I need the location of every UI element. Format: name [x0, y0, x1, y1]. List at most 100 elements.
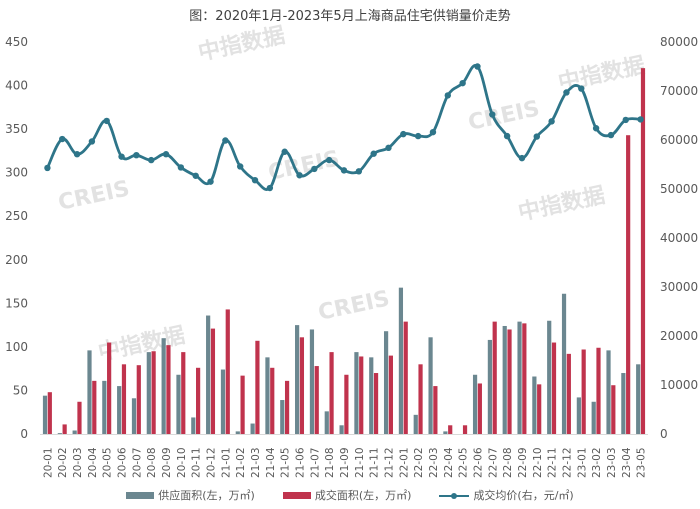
sales-bar[interactable] [507, 329, 512, 434]
supply-bar[interactable] [280, 400, 285, 434]
price-point[interactable] [325, 156, 333, 164]
price-point[interactable] [607, 131, 615, 139]
supply-bar[interactable] [354, 352, 359, 434]
supply-bar[interactable] [547, 320, 552, 434]
price-point[interactable] [414, 132, 422, 140]
price-point[interactable] [222, 137, 229, 144]
sales-bar[interactable] [477, 383, 482, 434]
price-point[interactable] [103, 117, 110, 125]
price-point[interactable] [548, 118, 555, 125]
sales-bar[interactable] [640, 68, 646, 434]
price-point[interactable] [88, 138, 96, 145]
price-point[interactable] [474, 63, 481, 70]
supply-bar[interactable] [636, 364, 641, 434]
sales-bar[interactable] [196, 367, 201, 434]
price-point[interactable] [578, 85, 585, 92]
sales-bar[interactable] [462, 425, 468, 434]
sales-bar[interactable] [344, 374, 349, 434]
sales-bar[interactable] [151, 351, 156, 434]
sales-bar[interactable] [433, 386, 438, 434]
price-point[interactable] [563, 89, 570, 96]
sales-bar[interactable] [551, 342, 557, 434]
supply-bar[interactable] [191, 417, 196, 434]
supply-bar[interactable] [517, 321, 522, 434]
price-point[interactable] [340, 167, 348, 174]
price-point[interactable] [251, 176, 259, 184]
price-point[interactable] [148, 156, 155, 164]
legend-item-supply[interactable]: 供应面积(左，万㎡) [126, 487, 255, 503]
price-point[interactable] [400, 130, 407, 138]
sales-bar[interactable] [581, 349, 586, 434]
price-point[interactable] [592, 125, 600, 132]
legend-item-sales[interactable]: 成交面积(左，万㎡) [282, 487, 411, 503]
supply-bar[interactable] [532, 376, 537, 434]
sales-bar[interactable] [62, 424, 67, 434]
supply-bar[interactable] [72, 430, 77, 434]
sales-bar[interactable] [403, 321, 408, 434]
price-point[interactable] [622, 116, 629, 124]
sales-bar[interactable] [596, 347, 601, 434]
price-point[interactable] [311, 165, 318, 173]
price-point[interactable] [266, 184, 274, 192]
legend-item-price[interactable]: 成交均价(右，元/㎡) [439, 487, 574, 503]
supply-bar[interactable] [591, 401, 596, 434]
supply-bar[interactable] [487, 339, 492, 434]
sales-bar[interactable] [77, 401, 82, 434]
supply-bar[interactable] [472, 374, 478, 434]
price-point[interactable] [236, 163, 244, 170]
supply-bar[interactable] [428, 337, 433, 434]
supply-bar[interactable] [131, 398, 137, 434]
supply-bar[interactable] [87, 350, 92, 434]
price-point[interactable] [503, 132, 511, 140]
supply-bar[interactable] [443, 431, 448, 434]
supply-bar[interactable] [206, 315, 211, 434]
sales-bar[interactable] [240, 375, 245, 434]
price-point[interactable] [444, 92, 452, 99]
price-point[interactable] [192, 172, 199, 179]
supply-bar[interactable] [57, 433, 62, 434]
price-point[interactable] [637, 116, 644, 123]
sales-bar[interactable] [299, 337, 305, 434]
price-point[interactable] [429, 128, 437, 136]
supply-bar[interactable] [220, 369, 226, 434]
sales-bar[interactable] [373, 373, 379, 434]
price-point[interactable] [489, 111, 496, 118]
supply-bar[interactable] [295, 325, 300, 434]
supply-bar[interactable] [369, 357, 374, 434]
sales-bar[interactable] [566, 353, 571, 434]
sales-bar[interactable] [210, 328, 216, 434]
supply-bar[interactable] [413, 414, 418, 434]
sales-bar[interactable] [255, 340, 260, 434]
sales-bar[interactable] [448, 425, 453, 434]
sales-bar[interactable] [92, 380, 97, 434]
supply-bar[interactable] [265, 357, 270, 434]
price-point[interactable] [177, 164, 185, 171]
supply-bar[interactable] [398, 287, 404, 434]
sales-bar[interactable] [522, 323, 527, 434]
sales-bar[interactable] [537, 384, 542, 434]
price-point[interactable] [162, 151, 170, 158]
sales-bar[interactable] [611, 385, 616, 434]
sales-bar[interactable] [107, 342, 112, 434]
supply-bar[interactable] [309, 329, 315, 434]
price-point[interactable] [73, 151, 81, 158]
supply-bar[interactable] [176, 374, 181, 434]
supply-bar[interactable] [561, 293, 567, 434]
price-point[interactable] [118, 153, 125, 160]
supply-bar[interactable] [324, 411, 329, 434]
supply-bar[interactable] [606, 350, 611, 434]
supply-bar[interactable] [102, 380, 107, 434]
price-point[interactable] [370, 150, 377, 157]
sales-bar[interactable] [47, 392, 52, 434]
price-point[interactable] [133, 151, 140, 159]
sales-bar[interactable] [492, 321, 497, 434]
price-point[interactable] [59, 135, 66, 143]
supply-bar[interactable] [250, 423, 255, 434]
supply-bar[interactable] [235, 431, 240, 434]
sales-bar[interactable] [314, 366, 319, 434]
supply-bar[interactable] [146, 352, 151, 434]
sales-bar[interactable] [388, 355, 393, 434]
price-point[interactable] [533, 133, 540, 140]
price-point[interactable] [44, 164, 51, 172]
supply-bar[interactable] [576, 397, 581, 434]
